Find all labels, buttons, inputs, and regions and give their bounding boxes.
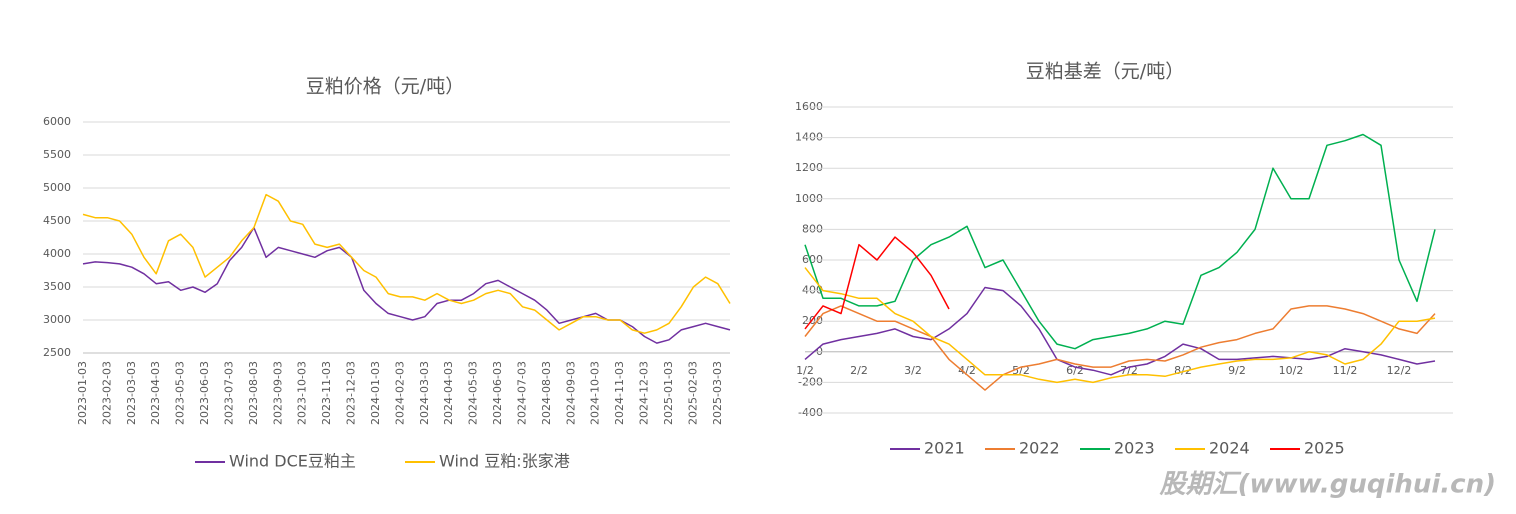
x-tick-label: 2023-08-03 (247, 361, 260, 425)
legend-label: 2022 (1019, 439, 1060, 458)
x-tick-label: 2023-01-03 (76, 361, 89, 425)
legend-label: Wind 豆粕:张家港 (439, 452, 570, 471)
x-tick-label: 2023-10-03 (296, 361, 309, 425)
y-tick-label: 3000 (43, 313, 71, 326)
series-line (804, 286, 1436, 376)
legend-label: 2024 (1209, 439, 1250, 458)
x-tick-label: 2023-12-03 (345, 361, 358, 425)
x-tick-label: 2024-10-03 (589, 361, 602, 425)
watermark: 股期汇(www.guqihui.cn) (1159, 470, 1496, 500)
x-tick-label: 11/2 (1333, 364, 1358, 377)
x-tick-label: 2024-12-03 (638, 361, 651, 425)
series-line (804, 267, 1436, 384)
x-tick-label: 2023-05-03 (174, 361, 187, 425)
x-tick-label: 6/2 (1066, 364, 1084, 377)
x-tick-label: 2023-04-03 (149, 361, 162, 425)
x-tick-label: 2023-07-03 (222, 361, 235, 425)
x-tick-label: 10/2 (1279, 364, 1304, 377)
x-tick-label: 2023-02-03 (100, 361, 113, 425)
x-tick-label: 2023-03-03 (125, 361, 138, 425)
x-tick-label: 4/2 (958, 364, 976, 377)
x-tick-label: 2024-08-03 (540, 361, 553, 425)
x-tick-label: 2024-09-03 (564, 361, 577, 425)
y-tick-label: 3500 (43, 280, 71, 293)
legend-label: 2023 (1114, 439, 1155, 458)
series-line (804, 236, 950, 330)
x-tick-label: 2024-07-03 (515, 361, 528, 425)
x-tick-label: 2023-11-03 (320, 361, 333, 425)
x-tick-label: 2023-09-03 (271, 361, 284, 425)
x-tick-label: 9/2 (1228, 364, 1246, 377)
x-tick-label: 2025-03-03 (711, 361, 724, 425)
x-tick-label: 2024-04-03 (442, 361, 455, 425)
legend-label: Wind DCE豆粕主 (229, 452, 356, 471)
x-tick-label: 2025-01-03 (662, 361, 675, 425)
series-line (82, 193, 731, 334)
series-line (82, 226, 731, 344)
chart-title: 豆粕价格（元/吨） (306, 76, 464, 98)
x-tick-label: 2024-05-03 (467, 361, 480, 425)
x-tick-label: 2023-06-03 (198, 361, 211, 425)
y-tick-label: 6000 (43, 115, 71, 128)
y-tick-label: 2500 (43, 346, 71, 359)
x-tick-label: 2025-02-03 (686, 361, 699, 425)
y-tick-label: 5000 (43, 181, 71, 194)
series-line (804, 305, 1436, 391)
chart-title: 豆粕基差（元/吨） (1026, 61, 1184, 83)
legend-label: 2025 (1304, 439, 1345, 458)
x-tick-label: 2024-06-03 (491, 361, 504, 425)
y-tick-label: 4000 (43, 247, 71, 260)
y-tick-label: 5500 (43, 148, 71, 161)
x-tick-label: 3/2 (904, 364, 922, 377)
x-tick-label: 2024-03-03 (418, 361, 431, 425)
x-tick-label: 1/2 (796, 364, 814, 377)
x-tick-label: 2/2 (850, 364, 868, 377)
legend-label: 2021 (924, 439, 965, 458)
series-line (804, 133, 1436, 350)
x-tick-label: 2024-02-03 (393, 361, 406, 425)
x-tick-label: 12/2 (1387, 364, 1412, 377)
x-tick-label: 2024-01-03 (369, 361, 382, 425)
x-tick-label: 2024-11-03 (613, 361, 626, 425)
y-tick-label: 4500 (43, 214, 71, 227)
